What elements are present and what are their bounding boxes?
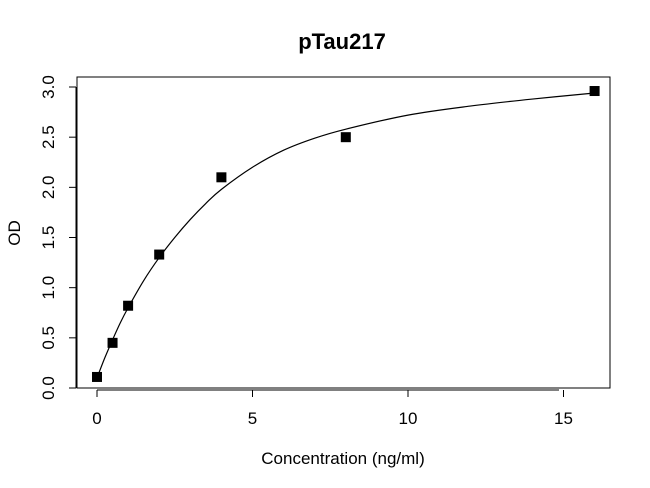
x-tick-label: 10 xyxy=(399,409,418,428)
y-tick-label: 3.0 xyxy=(39,75,58,99)
x-axis-ticks: 0 5 10 15 xyxy=(92,390,573,428)
plot-frame xyxy=(76,76,611,389)
y-tick-label: 2.5 xyxy=(39,125,58,149)
data-point xyxy=(154,249,165,260)
y-tick-label: 2.0 xyxy=(39,176,58,200)
data-point xyxy=(589,86,600,97)
data-point xyxy=(123,300,134,311)
data-point xyxy=(92,371,102,382)
fit-curve xyxy=(96,92,595,379)
chart-title: pTau217 xyxy=(298,29,386,54)
x-tick-label: 15 xyxy=(554,409,573,428)
y-tick-label: 0.0 xyxy=(39,376,58,400)
x-axis-label: Concentration (ng/ml) xyxy=(261,449,424,468)
y-tick-label: 0.5 xyxy=(39,326,58,350)
y-axis-ticks: 0.0 0.5 1.0 1.5 2.0 2.5 3.0 xyxy=(39,75,76,400)
data-point xyxy=(107,337,118,348)
y-tick-label: 1.5 xyxy=(39,226,58,250)
x-tick-label: 0 xyxy=(92,409,101,428)
data-point xyxy=(340,132,351,143)
x-tick-label: 5 xyxy=(248,409,257,428)
y-axis-label: OD xyxy=(5,220,24,246)
y-tick-label: 1.0 xyxy=(39,276,58,300)
data-point xyxy=(216,172,227,183)
data-points xyxy=(92,86,600,382)
